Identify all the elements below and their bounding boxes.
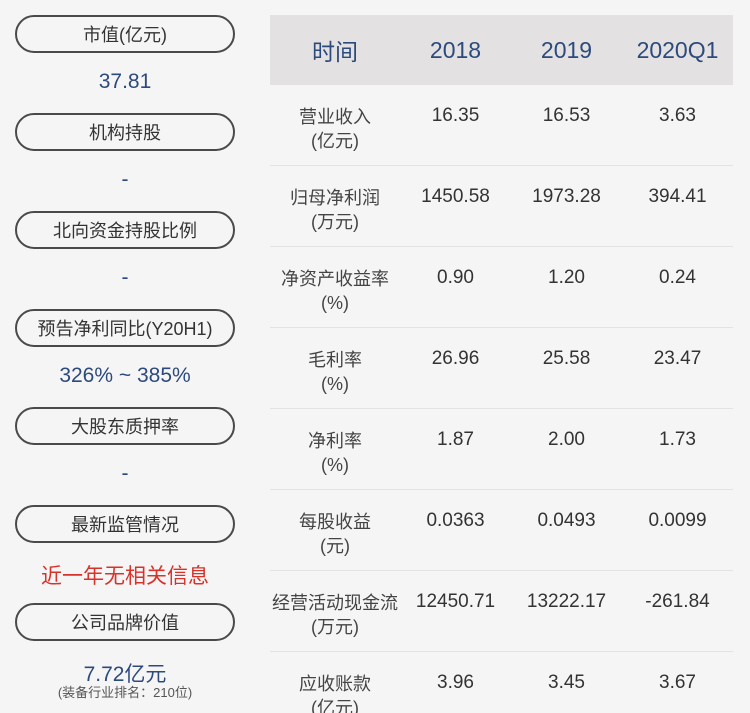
cell-2019: 16.53: [542, 105, 591, 126]
row-label: 经营活动现金流 (万元): [272, 593, 398, 637]
table-header: 时间 2018 2019 2020Q1: [270, 15, 733, 85]
header-time: 时间: [312, 39, 358, 65]
financial-table: 时间 2018 2019 2020Q1 营业收入 (亿元) 16.35 16.53…: [270, 15, 733, 713]
row-label: 营业收入 (亿元): [299, 107, 371, 151]
cell-2020q1: 23.47: [653, 348, 702, 369]
cell-2020q1: 3.67: [659, 672, 696, 693]
market-cap-label: 市值(亿元): [15, 15, 235, 53]
cell-2018: 26.96: [431, 348, 480, 369]
table-row: 毛利率 (%) 26.96 25.58 23.47: [270, 328, 733, 409]
cell-2020q1: 3.63: [659, 105, 696, 126]
northbound-ratio-label: 北向资金持股比例: [15, 211, 235, 249]
cell-2020q1: 1.73: [659, 429, 696, 450]
table-row: 应收账款 (亿元) 3.96 3.45 3.67: [270, 652, 733, 713]
cell-2020q1: 0.24: [659, 267, 696, 288]
row-label: 每股收益 (元): [299, 512, 371, 556]
profit-forecast-label: 预告净利同比(Y20H1): [15, 309, 235, 347]
row-label: 毛利率 (%): [308, 350, 362, 394]
pledge-ratio-label: 大股东质押率: [15, 407, 235, 445]
header-2018: 2018: [429, 36, 482, 63]
cell-2018: 0.0363: [426, 510, 485, 531]
cell-2019: 2.00: [548, 429, 585, 450]
cell-2019: 25.58: [542, 348, 591, 369]
market-cap-value: 37.81: [98, 70, 152, 93]
cell-2019: 3.45: [548, 672, 585, 693]
cell-2018: 0.90: [437, 267, 474, 288]
table-row: 归母净利润 (万元) 1450.58 1973.28 394.41: [270, 166, 733, 247]
brand-value-value: 7.72亿元: [83, 663, 167, 686]
cell-2019: 1973.28: [532, 186, 601, 207]
institutional-holding-value: -: [121, 168, 129, 191]
header-2019: 2019: [540, 36, 593, 63]
row-label: 应收账款 (亿元): [299, 674, 371, 713]
brand-rank-note: (装备行业排名：210位): [57, 685, 193, 700]
table-row: 每股收益 (元) 0.0363 0.0493 0.0099: [270, 490, 733, 571]
cell-2019: 1.20: [548, 267, 585, 288]
cell-2018: 1450.58: [421, 186, 490, 207]
left-panel: 市值(亿元) 37.81 机构持股 - 北向资金持股比例 - 预告净利同比(Y2…: [0, 0, 250, 713]
cell-2018: 1.87: [437, 429, 474, 450]
cell-2020q1: 0.0099: [648, 510, 707, 531]
table-row: 净利率 (%) 1.87 2.00 1.73: [270, 409, 733, 490]
cell-2018: 16.35: [431, 105, 480, 126]
cell-2020q1: 394.41: [648, 186, 707, 207]
cell-2019: 13222.17: [526, 591, 607, 612]
table-row: 经营活动现金流 (万元) 12450.71 13222.17 -261.84: [270, 571, 733, 652]
cell-2018: 3.96: [437, 672, 474, 693]
cell-2020q1: -261.84: [645, 591, 710, 612]
header-2020q1: 2020Q1: [636, 36, 719, 63]
profit-forecast-value: 326% ~ 385%: [59, 364, 191, 387]
cell-2019: 0.0493: [537, 510, 596, 531]
cell-2018: 12450.71: [415, 591, 496, 612]
regulatory-status-label: 最新监管情况: [15, 505, 235, 543]
brand-value-label: 公司品牌价值: [15, 603, 235, 641]
pledge-ratio-value: -: [121, 462, 129, 485]
northbound-ratio-value: -: [121, 266, 129, 289]
row-label: 净利率 (%): [308, 431, 362, 475]
table-row: 营业收入 (亿元) 16.35 16.53 3.63: [270, 85, 733, 166]
row-label: 归母净利润 (万元): [290, 188, 380, 232]
row-label: 净资产收益率 (%): [281, 269, 389, 313]
institutional-holding-label: 机构持股: [15, 113, 235, 151]
table-row: 净资产收益率 (%) 0.90 1.20 0.24: [270, 247, 733, 328]
regulatory-status-value: 近一年无相关信息: [41, 565, 209, 588]
